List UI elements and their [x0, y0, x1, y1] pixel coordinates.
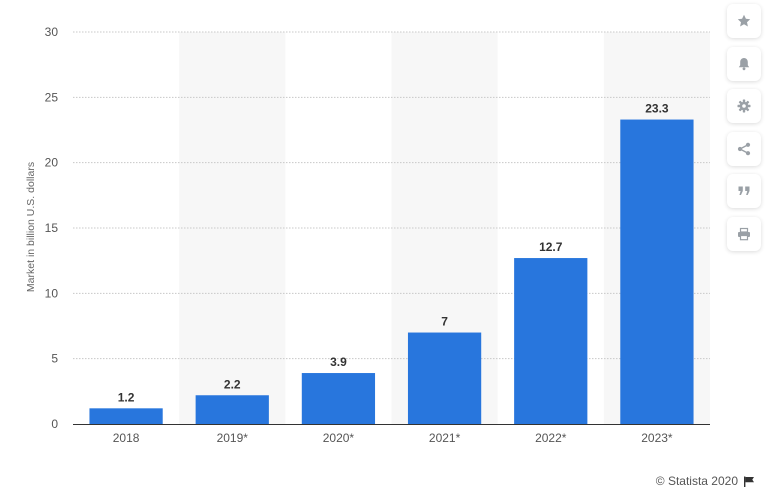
- share-button[interactable]: [727, 131, 761, 166]
- y-tick-label: 25: [45, 90, 59, 104]
- x-tick-label: 2019*: [217, 431, 249, 445]
- x-tick-label: 2018: [113, 431, 140, 445]
- favorite-button[interactable]: [727, 4, 761, 38]
- flag-icon: [744, 476, 754, 487]
- credit-text: © Statista 2020: [655, 474, 738, 488]
- statista-credit[interactable]: © Statista 2020: [656, 474, 755, 488]
- bars: [89, 119, 694, 425]
- bar[interactable]: [514, 258, 588, 424]
- cite-button[interactable]: [727, 174, 761, 208]
- x-tick-label: 2021*: [429, 431, 461, 445]
- data-label: 12.7: [539, 240, 563, 254]
- share-icon: [737, 142, 751, 155]
- y-tick-label: 10: [45, 286, 59, 300]
- gear-icon: [737, 99, 751, 113]
- data-label: 2.2: [224, 377, 241, 391]
- y-axis-label: Market in billion U.S. dollars: [25, 162, 37, 292]
- x-tick-label: 2022*: [535, 431, 567, 445]
- y-tick-label: 30: [45, 25, 59, 39]
- x-tick-label: 2023*: [641, 431, 673, 445]
- data-label: 1.2: [118, 390, 135, 404]
- star-icon: [737, 14, 751, 27]
- y-tick-label: 20: [45, 156, 59, 170]
- y-axis-ticks: 0 5 10 15 20 25 30: [45, 25, 59, 431]
- print-icon: [738, 227, 750, 240]
- bar[interactable]: [89, 408, 163, 424]
- chart-toolbar: [727, 4, 761, 259]
- data-labels: 1.2 2.2 3.9 7 12.7 23.3: [118, 102, 669, 405]
- quote-icon: [738, 186, 750, 195]
- data-label: 7: [441, 315, 448, 329]
- bar[interactable]: [407, 332, 482, 424]
- print-button[interactable]: [727, 216, 761, 251]
- x-tick-label: 2020*: [323, 431, 355, 445]
- gridlines: [73, 31, 710, 360]
- notification-button[interactable]: [727, 46, 761, 81]
- y-tick-label: 15: [45, 221, 59, 235]
- x-axis-categories: 2018 2019* 2020* 2021* 2022* 2023*: [113, 431, 673, 445]
- y-tick-label: 5: [51, 352, 58, 366]
- settings-button[interactable]: [727, 89, 761, 123]
- y-tick-label: 0: [51, 417, 58, 431]
- data-label: 23.3: [645, 102, 669, 116]
- bell-icon: [738, 57, 750, 70]
- bar[interactable]: [301, 373, 376, 424]
- bar[interactable]: [620, 119, 694, 425]
- bar[interactable]: [195, 395, 269, 424]
- data-label: 3.9: [330, 355, 347, 369]
